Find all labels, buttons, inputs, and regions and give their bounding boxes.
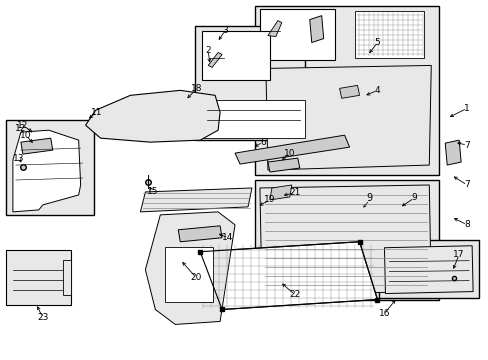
Bar — [254, 180, 438, 300]
Polygon shape — [13, 130, 81, 212]
Bar — [260, 9, 334, 60]
Text: 23: 23 — [37, 313, 48, 322]
Text: 8: 8 — [463, 220, 469, 229]
Text: 7: 7 — [463, 141, 469, 150]
Text: 7: 7 — [463, 180, 469, 189]
Text: 21: 21 — [288, 188, 300, 197]
Text: 17: 17 — [452, 250, 464, 259]
Polygon shape — [85, 90, 220, 142]
Text: 16: 16 — [378, 309, 389, 318]
Text: 10: 10 — [284, 149, 295, 158]
Polygon shape — [267, 158, 299, 172]
Text: 12: 12 — [17, 121, 28, 130]
Text: 11: 11 — [91, 108, 102, 117]
Text: 12: 12 — [15, 124, 26, 133]
Bar — [62, 260, 71, 294]
Text: 14: 14 — [222, 233, 233, 242]
Text: 1: 1 — [463, 104, 469, 113]
Polygon shape — [235, 135, 349, 164]
Text: 9: 9 — [366, 193, 372, 203]
Text: 20: 20 — [190, 273, 202, 282]
Text: 2: 2 — [205, 46, 210, 55]
Polygon shape — [260, 185, 430, 294]
Text: 3: 3 — [222, 26, 227, 35]
Polygon shape — [200, 242, 377, 310]
Text: 19: 19 — [264, 195, 275, 204]
Text: 6: 6 — [260, 138, 265, 147]
Bar — [6, 120, 93, 215]
Text: 10: 10 — [20, 131, 32, 140]
Polygon shape — [178, 226, 222, 242]
Polygon shape — [208, 53, 222, 67]
Bar — [165, 247, 213, 302]
Polygon shape — [265, 66, 430, 170]
Bar — [202, 31, 269, 80]
Polygon shape — [202, 100, 304, 138]
Text: 13: 13 — [13, 154, 24, 163]
Bar — [6, 250, 71, 305]
Bar — [379, 240, 478, 298]
Text: 9: 9 — [410, 193, 416, 202]
Bar — [195, 26, 304, 140]
Polygon shape — [269, 185, 291, 200]
Polygon shape — [339, 85, 359, 98]
Text: 22: 22 — [288, 290, 300, 299]
Polygon shape — [384, 246, 472, 293]
Text: 18: 18 — [191, 84, 203, 93]
Bar — [254, 6, 438, 175]
Text: 15: 15 — [146, 188, 158, 197]
Polygon shape — [140, 188, 251, 212]
Bar — [354, 11, 424, 58]
Polygon shape — [309, 15, 323, 42]
Polygon shape — [145, 212, 235, 324]
Text: 5: 5 — [374, 38, 380, 47]
Polygon shape — [444, 140, 460, 165]
Polygon shape — [21, 138, 53, 154]
Text: 4: 4 — [374, 86, 380, 95]
Polygon shape — [267, 21, 281, 37]
